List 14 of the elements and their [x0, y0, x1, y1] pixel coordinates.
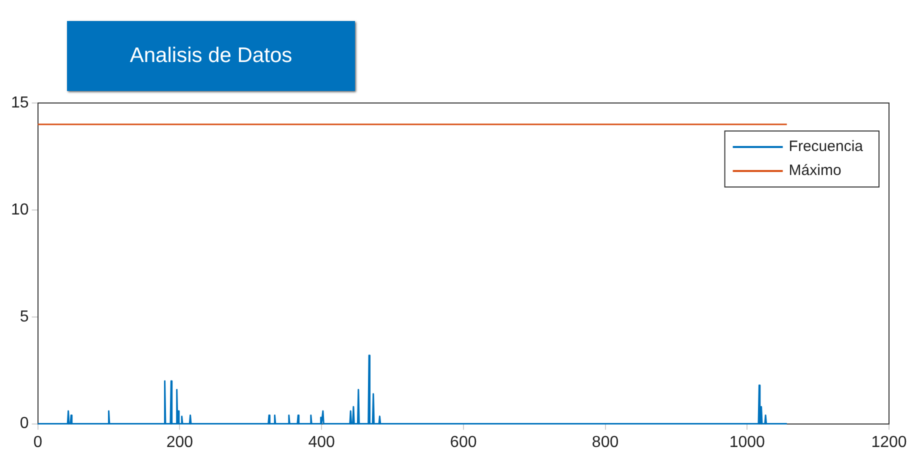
- x-tick-label: 800: [592, 434, 619, 451]
- x-tick-label: 400: [308, 434, 335, 451]
- legend-label: Máximo: [788, 162, 842, 180]
- y-tick-label: 5: [20, 308, 29, 326]
- legend-label: Frecuencia: [788, 138, 864, 156]
- x-tick-label: 1200: [871, 434, 907, 451]
- x-tick-label: 600: [450, 434, 477, 451]
- x-tick-label: 200: [166, 434, 194, 451]
- x-tick-label: 0: [33, 434, 42, 451]
- y-tick-label: 15: [11, 94, 29, 112]
- chart-title: Analisis de Datos: [67, 21, 355, 91]
- y-tick-label: 0: [20, 415, 29, 432]
- x-tick-label: 1000: [729, 434, 766, 451]
- y-tick-label: 10: [11, 201, 29, 218]
